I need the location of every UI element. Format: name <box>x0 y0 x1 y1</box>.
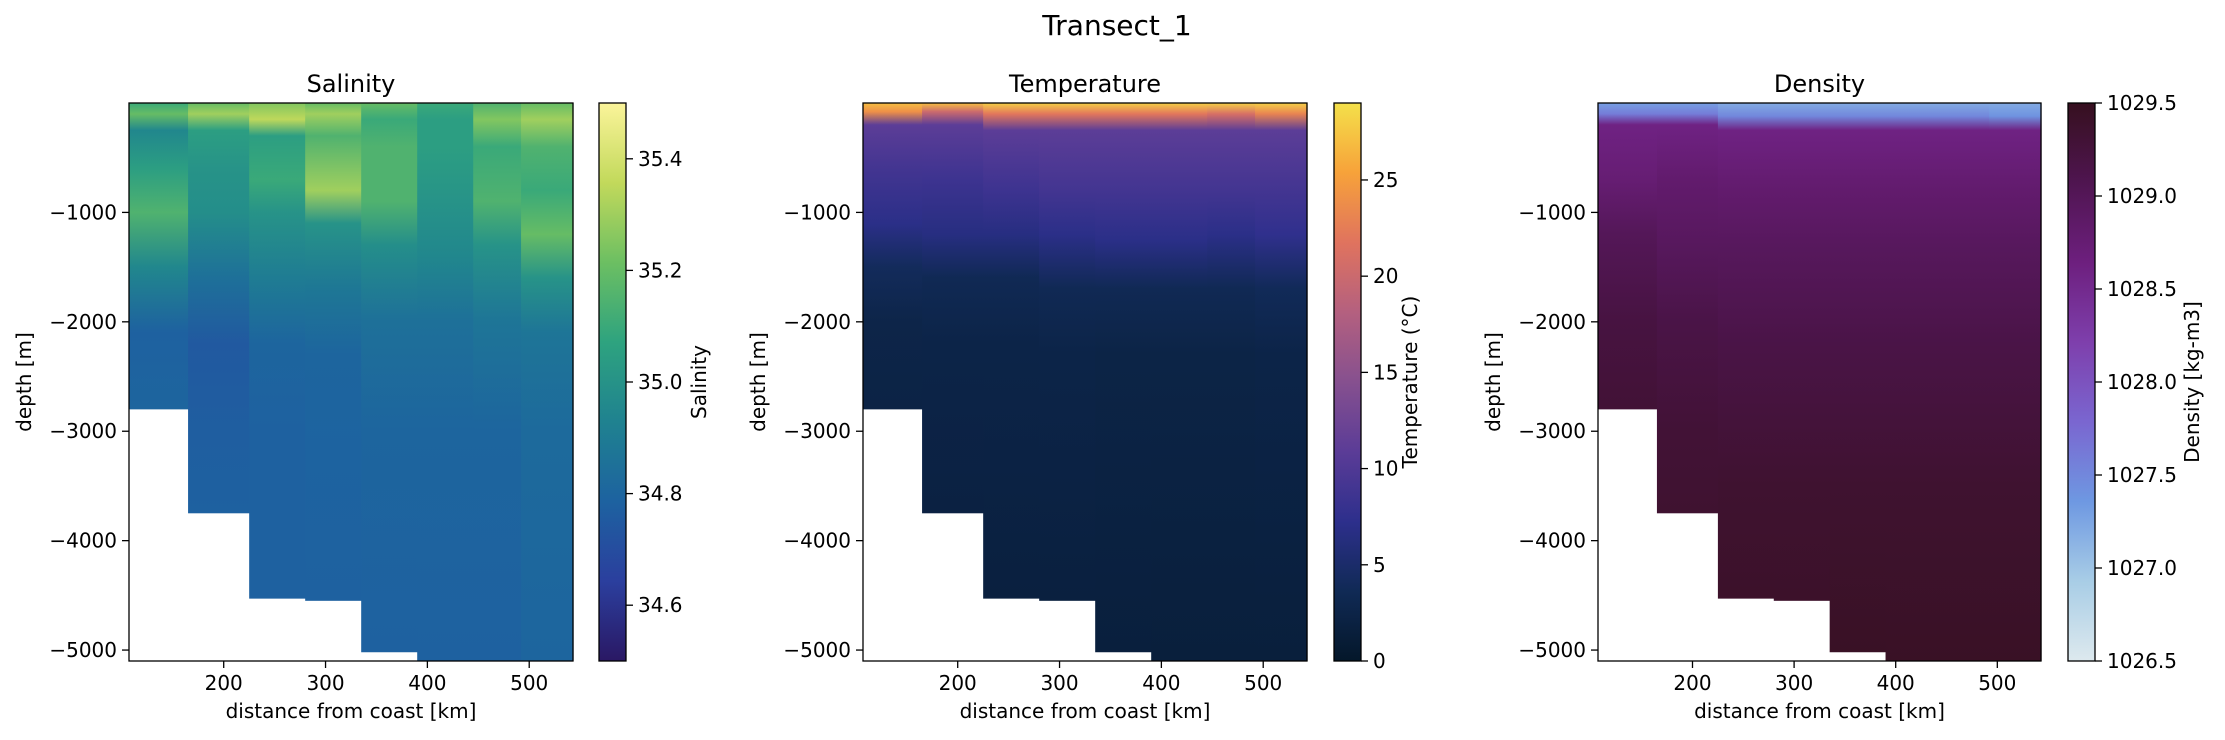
colorbar-tick-label: 25 <box>1373 168 1398 192</box>
x-tick-label: 400 <box>1877 671 1915 695</box>
y-tick-label: −4000 <box>783 529 851 553</box>
station-column <box>1989 103 2042 661</box>
station-column <box>188 103 250 514</box>
station-column <box>361 103 418 653</box>
station-column <box>305 103 362 601</box>
colorbar-gradient <box>2067 102 2096 662</box>
station-column <box>1829 103 1887 653</box>
colorbar-gradient <box>1333 102 1362 662</box>
station-column <box>1717 103 1775 599</box>
panel-title: Temperature <box>1008 70 1161 98</box>
station-column <box>1095 103 1152 653</box>
colorbar-tick-label: 34.8 <box>638 482 683 506</box>
station-column <box>129 103 189 410</box>
station-column <box>1656 103 1719 514</box>
panel-title: Density <box>1774 70 1865 98</box>
station-column <box>417 103 474 661</box>
colorbar-tick-label: 34.6 <box>638 593 683 617</box>
y-tick-label: −4000 <box>49 529 117 553</box>
station-column <box>922 103 984 514</box>
y-tick-label: −3000 <box>783 419 851 443</box>
x-tick-label: 500 <box>1978 671 2016 695</box>
colorbar-tick-label: 1027.0 <box>2107 556 2177 580</box>
station-column <box>863 103 923 410</box>
y-tick-label: −5000 <box>783 638 851 662</box>
colorbar-tick-label: 1029.0 <box>2107 184 2177 208</box>
x-tick-label: 300 <box>1775 671 1813 695</box>
colorbar: 1026.5 1027.0 1027.5 1028.0 1028.5 1029.0 1029… <box>2067 91 2204 673</box>
station-column <box>1039 103 1096 601</box>
x-tick-label: 500 <box>1244 671 1282 695</box>
station-column <box>249 103 306 599</box>
station-column <box>983 103 1040 599</box>
y-tick-label: −2000 <box>1518 310 1586 334</box>
y-tick-label: −5000 <box>1518 638 1586 662</box>
x-tick-label: 200 <box>939 671 977 695</box>
axes-frame <box>128 102 574 662</box>
y-tick-label: −2000 <box>49 310 117 334</box>
station-column <box>1151 103 1208 661</box>
y-tick-label: −5000 <box>49 638 117 662</box>
y-axis-label: depth [m] <box>1481 332 1505 432</box>
x-axis-label: distance from coast [km] <box>226 699 477 723</box>
y-axis-label: depth [m] <box>12 332 36 432</box>
x-tick-label: 500 <box>510 671 548 695</box>
y-tick-label: −3000 <box>49 419 117 443</box>
colorbar-tick-label: 5 <box>1373 553 1386 577</box>
colorbar-tick-label: 0 <box>1373 649 1386 673</box>
colorbar-label: Density [kg-m3] <box>2180 301 2204 463</box>
colorbar-gradient <box>598 102 627 662</box>
colorbar-tick-label: 15 <box>1373 360 1398 384</box>
station-column <box>1598 103 1658 410</box>
y-tick-label: −2000 <box>783 310 851 334</box>
station-column <box>521 103 574 661</box>
colorbar-tick-label: 1028.5 <box>2107 277 2177 301</box>
panel-title: Salinity <box>307 70 396 98</box>
panel-salinity: Salinity 200 300 400 500 distance from coast … <box>12 70 711 723</box>
x-tick-label: 200 <box>205 671 243 695</box>
station-column <box>1773 103 1831 601</box>
station-column <box>1885 103 1943 661</box>
axes-frame <box>1597 102 2042 662</box>
x-tick-label: 400 <box>408 671 446 695</box>
colorbar: 0 5 10 15 20 25 Temperature (°C) <box>1333 102 1422 673</box>
colorbar-label: Temperature (°C) <box>1398 296 1422 470</box>
y-tick-label: −4000 <box>1518 529 1586 553</box>
colorbar-tick-label: 1028.0 <box>2107 370 2177 394</box>
y-tick-label: −1000 <box>49 200 117 224</box>
x-tick-label: 300 <box>306 671 344 695</box>
axes-frame <box>862 102 1308 662</box>
figure-title: Transect_1 <box>1041 9 1191 42</box>
colorbar-tick-label: 35.0 <box>638 370 683 394</box>
colorbar-label: Salinity <box>687 345 711 419</box>
station-column <box>1941 103 1990 661</box>
panel-density: Density 200 300 400 500 distance from coast [… <box>1481 70 2204 723</box>
station-column <box>473 103 522 661</box>
colorbar-tick-label: 1026.5 <box>2107 649 2177 673</box>
colorbar-tick-label: 1027.5 <box>2107 463 2177 487</box>
y-tick-label: −1000 <box>783 200 851 224</box>
x-tick-label: 200 <box>1673 671 1711 695</box>
x-tick-label: 300 <box>1040 671 1078 695</box>
station-column <box>1255 103 1308 661</box>
y-axis-label: depth [m] <box>746 332 770 432</box>
station-column <box>1207 103 1256 661</box>
colorbar-tick-label: 35.4 <box>638 147 683 171</box>
colorbar-tick-label: 10 <box>1373 457 1398 481</box>
x-axis-label: distance from coast [km] <box>960 699 1211 723</box>
x-axis-label: distance from coast [km] <box>1694 699 1945 723</box>
x-tick-label: 400 <box>1142 671 1180 695</box>
colorbar-tick-label: 1029.5 <box>2107 91 2177 115</box>
colorbar: 34.6 34.8 35.0 35.2 35.4 Salinity <box>598 102 711 662</box>
colorbar-tick-label: 20 <box>1373 264 1398 288</box>
colorbar-tick-label: 35.2 <box>638 258 683 282</box>
y-tick-label: −3000 <box>1518 419 1586 443</box>
y-tick-label: −1000 <box>1518 200 1586 224</box>
